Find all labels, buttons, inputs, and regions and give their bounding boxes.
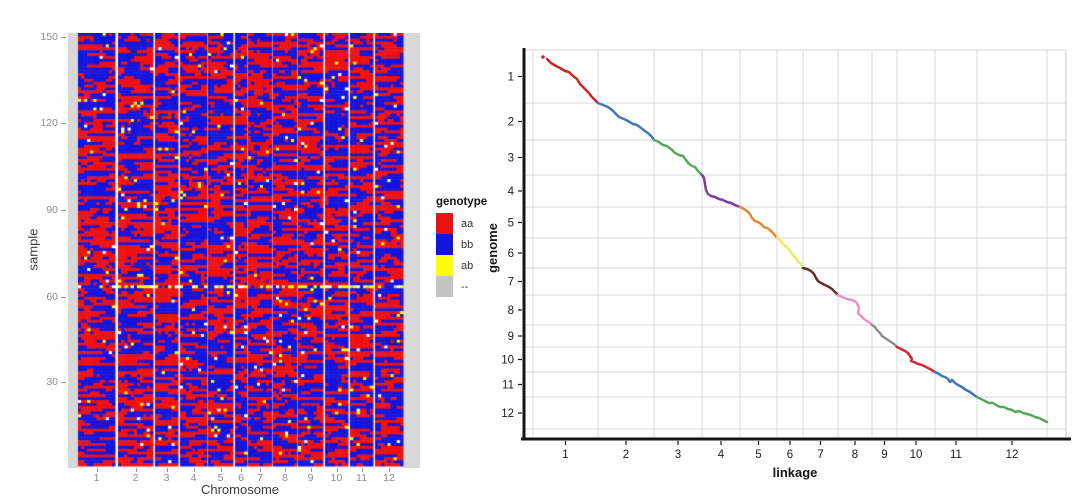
legend-color-swatch xyxy=(436,213,453,234)
x-tick-label: 10 xyxy=(330,472,343,484)
x-tick-mark xyxy=(220,468,222,472)
x-tick-label: 10 xyxy=(910,449,923,461)
x-tick-label: 4 xyxy=(718,449,725,461)
legend-item: ab xyxy=(436,255,487,276)
x-tick-label: 8 xyxy=(282,472,288,484)
legend-items: aa bb ab -- xyxy=(436,213,487,297)
y-tick-label: 11 xyxy=(502,380,514,392)
x-tick-label: 11 xyxy=(950,449,962,461)
x-tick-label: 4 xyxy=(190,472,197,484)
chromosome-axis-title: Chromosome xyxy=(200,482,280,497)
y-tick-label: 120 xyxy=(40,117,58,129)
y-tick-label: 12 xyxy=(501,408,514,420)
x-tick-mark xyxy=(260,468,261,472)
y-tick-label: 30 xyxy=(46,376,58,388)
y-tick-label: 150 xyxy=(40,31,58,43)
synteny-segment-lg6 xyxy=(775,236,805,270)
x-tick-label: 2 xyxy=(623,449,629,461)
synteny-segment-lg9 xyxy=(870,323,899,349)
legend-title: genotype xyxy=(436,196,488,208)
x-tick-mark xyxy=(336,468,338,472)
legend-item-label: -- xyxy=(461,280,469,293)
x-tick-label: 9 xyxy=(307,472,314,484)
x-tick-label: 6 xyxy=(787,449,793,461)
linkage-axis-title: linkage xyxy=(772,465,818,480)
y-tick-label: 5 xyxy=(508,218,514,230)
synteny-segment-lg3 xyxy=(652,138,704,177)
x-tick-mark xyxy=(361,468,363,472)
y-tick-mark xyxy=(61,210,66,211)
y-tick-label: 10 xyxy=(501,355,514,367)
legend-item: -- xyxy=(436,276,487,297)
x-tick-mark xyxy=(193,468,195,472)
synteny-segment-lg11 xyxy=(933,370,979,399)
synteny-segment-lg8 xyxy=(836,293,874,327)
x-tick-label: 3 xyxy=(163,472,170,484)
x-tick-label: 11 xyxy=(356,472,367,484)
legend-item-label: bb xyxy=(461,238,474,251)
x-tick-mark xyxy=(389,468,390,472)
y-tick-label: 60 xyxy=(46,291,58,303)
sample-axis-title: sample xyxy=(25,228,41,271)
x-tick-mark xyxy=(241,468,242,472)
plot-background xyxy=(525,50,1066,437)
synteny-segment-lg12 xyxy=(975,395,1049,424)
x-tick-label: 8 xyxy=(852,449,858,461)
legend-item: aa xyxy=(436,213,487,234)
x-tick-label: 2 xyxy=(132,472,139,484)
x-tick-label: 1 xyxy=(93,472,100,484)
synteny-segment-lg7 xyxy=(801,266,840,297)
x-tick-label: 12 xyxy=(1006,449,1019,461)
x-tick-mark xyxy=(96,468,98,472)
synteny-segment-lg1 xyxy=(545,57,600,105)
y-tick-label: 2 xyxy=(508,117,514,129)
y-tick-mark xyxy=(61,297,66,298)
y-tick-label: 7 xyxy=(508,277,514,289)
y-tick-mark xyxy=(61,382,66,383)
x-tick-label: 12 xyxy=(383,472,395,484)
synteny-segment-lg5 xyxy=(738,205,779,240)
legend-item: bb xyxy=(436,234,487,255)
synteny-segment-lg10 xyxy=(895,345,937,374)
genotype-heatmap xyxy=(68,33,420,468)
y-tick-label: 1 xyxy=(508,72,514,84)
legend-color-swatch xyxy=(436,234,453,255)
genotype-legend: genotype aa bb ab -- xyxy=(436,196,487,297)
y-tick-label: 3 xyxy=(508,153,514,165)
x-tick-mark xyxy=(166,468,168,472)
y-tick-label: 4 xyxy=(508,186,515,198)
y-tick-mark xyxy=(61,123,66,124)
x-tick-label: 6 xyxy=(238,472,244,484)
x-tick-label: 1 xyxy=(562,449,568,461)
x-tick-label: 5 xyxy=(217,472,224,484)
x-tick-label: 3 xyxy=(675,449,681,461)
x-tick-label: 7 xyxy=(257,472,263,484)
y-tick-label: 6 xyxy=(508,248,514,260)
legend-color-swatch xyxy=(436,276,453,297)
genome-axis-title: genome xyxy=(485,223,500,273)
legend-item-label: aa xyxy=(461,217,474,230)
x-tick-mark xyxy=(310,468,312,472)
y-tick-label: 9 xyxy=(508,331,514,343)
legend-color-swatch xyxy=(436,255,453,276)
x-tick-mark xyxy=(285,468,286,472)
x-tick-label: 5 xyxy=(755,449,761,461)
legend-item-label: ab xyxy=(461,259,474,272)
y-tick-label: 8 xyxy=(508,305,514,317)
y-tick-label: 90 xyxy=(46,204,58,216)
y-tick-mark xyxy=(61,37,66,38)
series-start-dot xyxy=(541,55,545,59)
x-tick-mark xyxy=(135,468,137,472)
synteny-segment-lg4 xyxy=(700,173,742,209)
synteny-segment-lg2 xyxy=(596,101,656,142)
x-tick-label: 7 xyxy=(817,449,823,461)
x-tick-label: 9 xyxy=(881,449,887,461)
